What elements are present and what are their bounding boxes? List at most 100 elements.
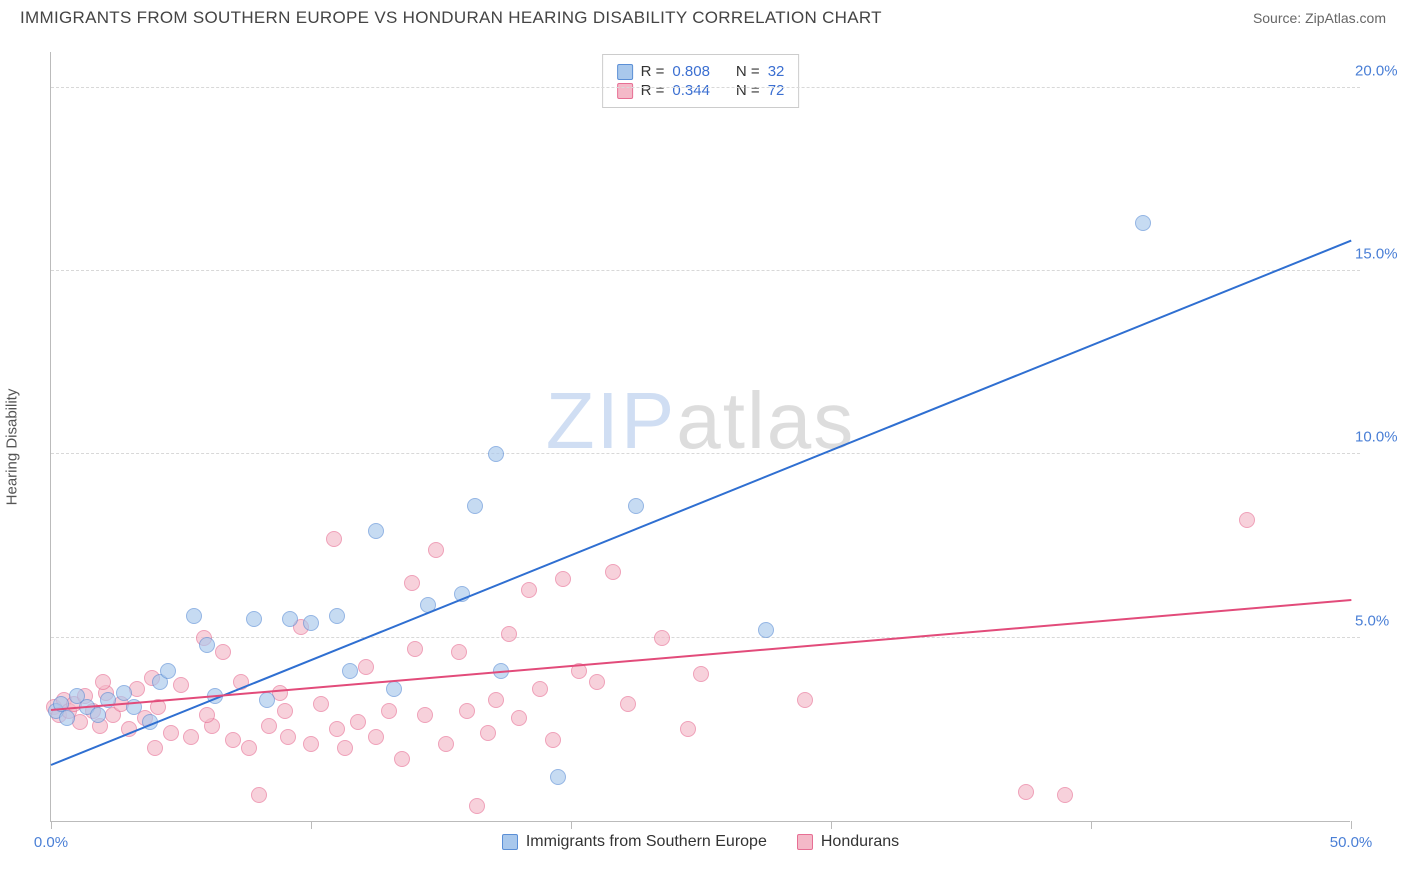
data-point [467, 498, 483, 514]
data-point [313, 696, 329, 712]
data-point [225, 732, 241, 748]
data-point [407, 641, 423, 657]
legend-r-label: R = [641, 82, 665, 99]
series-label: Immigrants from Southern Europe [526, 833, 767, 851]
data-point [511, 710, 527, 726]
data-point [199, 707, 215, 723]
data-point [303, 736, 319, 752]
data-point [183, 729, 199, 745]
data-point [303, 615, 319, 631]
legend-r-value: 0.344 [672, 82, 710, 99]
y-tick-label: 5.0% [1355, 612, 1406, 629]
data-point [605, 564, 621, 580]
x-tick-label: 50.0% [1330, 834, 1373, 851]
data-point [251, 787, 267, 803]
data-point [1135, 215, 1151, 231]
data-point [186, 608, 202, 624]
x-tick [571, 821, 572, 829]
data-point [628, 498, 644, 514]
legend-swatch [502, 834, 518, 850]
legend-swatch [617, 83, 633, 99]
correlation-legend: R = 0.808 N = 32 R = 0.344 N = 72 [602, 54, 800, 108]
data-point [438, 736, 454, 752]
y-tick-label: 20.0% [1355, 62, 1406, 79]
data-point [90, 707, 106, 723]
gridline [51, 453, 1360, 454]
chart-container: Hearing Disability ZIPatlas R =0.808N =3… [0, 32, 1406, 862]
x-tick [311, 821, 312, 829]
gridline [51, 270, 1360, 271]
data-point [1018, 784, 1034, 800]
data-point [337, 740, 353, 756]
legend-swatch [797, 834, 813, 850]
data-point [326, 531, 342, 547]
data-point [459, 703, 475, 719]
y-tick-label: 10.0% [1355, 429, 1406, 446]
x-tick-label: 0.0% [34, 834, 68, 851]
data-point [404, 575, 420, 591]
legend-r-label: R = [641, 63, 665, 80]
gridline [51, 87, 1360, 88]
series-legend: Immigrants from Southern Europe Hondurans [51, 833, 1350, 851]
data-point [277, 703, 293, 719]
data-point [116, 685, 132, 701]
legend-n-value: 72 [768, 82, 785, 99]
data-point [282, 611, 298, 627]
data-point [469, 798, 485, 814]
legend-r-value: 0.808 [672, 63, 710, 80]
x-tick [831, 821, 832, 829]
data-point [654, 630, 670, 646]
source-label: Source: ZipAtlas.com [1253, 10, 1386, 26]
x-tick [1091, 821, 1092, 829]
data-point [95, 674, 111, 690]
data-point [163, 725, 179, 741]
y-tick-label: 15.0% [1355, 246, 1406, 263]
data-point [350, 714, 366, 730]
data-point [280, 729, 296, 745]
data-point [488, 446, 504, 462]
data-point [329, 608, 345, 624]
x-tick [51, 821, 52, 829]
data-point [1057, 787, 1073, 803]
data-point [368, 523, 384, 539]
legend-n-label: N = [736, 82, 760, 99]
legend-n-label: N = [736, 63, 760, 80]
data-point [620, 696, 636, 712]
gridline [51, 637, 1360, 638]
data-point [215, 644, 231, 660]
data-point [386, 681, 402, 697]
data-point [488, 692, 504, 708]
data-point [329, 721, 345, 737]
data-point [147, 740, 163, 756]
legend-swatch [617, 64, 633, 80]
x-tick [1351, 821, 1352, 829]
data-point [342, 663, 358, 679]
data-point [501, 626, 517, 642]
data-point [246, 611, 262, 627]
series-label: Hondurans [821, 833, 899, 851]
data-point [261, 718, 277, 734]
data-point [259, 692, 275, 708]
series-legend-item: Hondurans [797, 833, 899, 851]
data-point [428, 542, 444, 558]
legend-row: R = 0.808 N = 32 [617, 63, 785, 80]
data-point [417, 707, 433, 723]
data-point [199, 637, 215, 653]
data-point [451, 644, 467, 660]
data-point [545, 732, 561, 748]
data-point [758, 622, 774, 638]
trend-line [51, 240, 1352, 766]
data-point [59, 710, 75, 726]
page-title: IMMIGRANTS FROM SOUTHERN EUROPE VS HONDU… [20, 8, 882, 28]
data-point [532, 681, 548, 697]
legend-n-value: 32 [768, 63, 785, 80]
legend-row: R = 0.344 N = 72 [617, 82, 785, 99]
data-point [241, 740, 257, 756]
watermark-zip: ZIP [546, 376, 676, 465]
data-point [160, 663, 176, 679]
data-point [797, 692, 813, 708]
data-point [480, 725, 496, 741]
series-legend-item: Immigrants from Southern Europe [502, 833, 767, 851]
data-point [680, 721, 696, 737]
data-point [368, 729, 384, 745]
